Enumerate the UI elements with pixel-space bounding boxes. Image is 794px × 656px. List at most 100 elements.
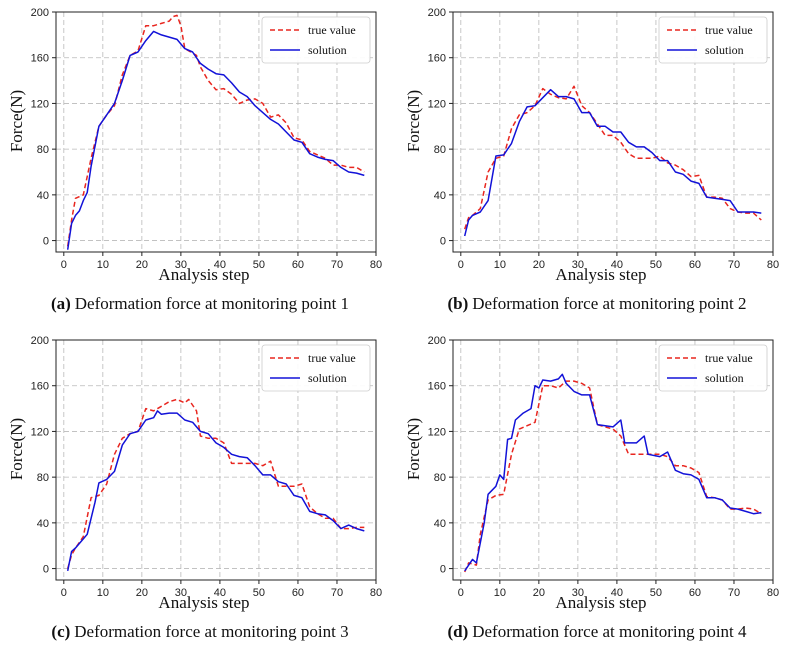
x-tick-label: 20: [136, 259, 148, 271]
y-tick-label: 0: [440, 236, 446, 248]
x-tick-label: 30: [572, 259, 584, 271]
x-tick-label: 0: [61, 587, 67, 599]
chart-c: 0 10 20 30 40 50 60 70 80 0 40 80 120 160 200 true val…: [7, 335, 382, 641]
y-tick-label: 160: [428, 53, 446, 65]
y-tick-label: 40: [434, 190, 446, 202]
series-lines: [463, 85, 762, 237]
chart-caption: (d) Deformation force at monitoring point…: [447, 622, 747, 641]
y-tick-label: 0: [440, 564, 446, 576]
x-tick-label: 10: [494, 587, 506, 599]
x-tick-label: 30: [572, 587, 584, 599]
x-tick-label: 80: [370, 587, 382, 599]
axes: 0 10 20 30 40 50 60 70 80 0 40 80 120 160 200: [428, 335, 779, 599]
chart-caption: (c) Deformation force at monitoring point…: [51, 622, 348, 641]
plot-frame: [452, 11, 774, 253]
series-line: [464, 380, 762, 573]
legend-label: true value: [705, 23, 753, 37]
x-axis-label: Analysis step: [555, 265, 646, 284]
legend-label: true value: [308, 23, 356, 37]
x-tick-label: 30: [175, 587, 187, 599]
x-axis-label: Analysis step: [555, 593, 646, 612]
legend-box: [658, 16, 768, 64]
y-tick-label: 80: [434, 144, 446, 156]
x-tick-label: 60: [292, 587, 304, 599]
y-tick-label: 200: [31, 7, 49, 19]
y-tick-label: 80: [434, 472, 446, 484]
legend: true value solution: [261, 344, 371, 392]
legend-label: solution: [705, 371, 744, 385]
chart-caption: (a) Deformation force at monitoring point…: [51, 294, 349, 313]
caption-text: Deformation force at monitoring point 1: [75, 294, 349, 313]
legend-box: [261, 16, 371, 64]
y-tick-label: 120: [31, 426, 49, 438]
legend: true value solution: [261, 16, 371, 64]
chart-panel-c: 0 10 20 30 40 50 60 70 80 0 40 80 120 160 200 true val…: [0, 328, 397, 656]
chart-b: 0 10 20 30 40 50 60 70 80 0 40 80 120 160 200 true val…: [404, 7, 779, 313]
caption-letter: (b): [447, 294, 468, 313]
series-line: [464, 373, 762, 572]
legend: true value solution: [658, 16, 768, 64]
x-tick-label: 70: [728, 587, 740, 599]
legend-label: true value: [705, 351, 753, 365]
axes: 0 10 20 30 40 50 60 70 80 0 40 80 120 160 200: [428, 7, 779, 271]
x-tick-label: 50: [650, 587, 662, 599]
series-line: [66, 398, 365, 569]
y-tick-label: 40: [37, 518, 49, 530]
chart-panel-d: 0 10 20 30 40 50 60 70 80 0 40 80 120 160 200 true val…: [397, 328, 794, 656]
legend-box: [658, 344, 768, 392]
chart-panel-b: 0 10 20 30 40 50 60 70 80 0 40 80 120 160 200 true val…: [397, 0, 794, 328]
series-lines: [464, 373, 762, 573]
legend-label: solution: [705, 43, 744, 57]
x-axis-label: Analysis step: [158, 593, 249, 612]
series-line: [463, 85, 762, 230]
y-axis-label: Force(N): [404, 90, 423, 152]
y-axis-label: Force(N): [7, 90, 26, 152]
x-tick-label: 40: [214, 587, 226, 599]
chart-caption: (b) Deformation force at monitoring point…: [447, 294, 746, 313]
x-tick-label: 40: [611, 587, 623, 599]
x-tick-label: 30: [175, 259, 187, 271]
x-tick-label: 60: [292, 259, 304, 271]
caption-text: Deformation force at monitoring point 3: [74, 622, 348, 641]
plot-frame: [55, 11, 377, 253]
y-tick-label: 160: [31, 381, 49, 393]
y-tick-label: 160: [428, 381, 446, 393]
y-tick-label: 40: [37, 190, 49, 202]
legend: true value solution: [658, 344, 768, 392]
y-tick-label: 200: [428, 7, 446, 19]
axes: 0 10 20 30 40 50 60 70 80 0 40 80 120 160 200: [31, 7, 382, 271]
y-tick-label: 200: [428, 335, 446, 347]
y-tick-label: 120: [428, 426, 446, 438]
x-tick-label: 40: [611, 259, 623, 271]
x-tick-label: 80: [767, 259, 779, 271]
x-tick-label: 80: [767, 587, 779, 599]
x-tick-label: 80: [370, 259, 382, 271]
legend-label: true value: [308, 351, 356, 365]
x-tick-label: 0: [458, 259, 464, 271]
y-tick-label: 80: [37, 472, 49, 484]
y-axis-label: Force(N): [404, 418, 423, 480]
x-tick-label: 40: [214, 259, 226, 271]
series-line: [66, 30, 365, 250]
chart-panel-a: 0 10 20 30 40 50 60 70 80 0 40 80 120 160 200 true val…: [0, 0, 397, 328]
y-tick-label: 120: [428, 98, 446, 110]
x-tick-label: 70: [331, 259, 343, 271]
x-tick-label: 20: [533, 587, 545, 599]
y-tick-label: 80: [37, 144, 49, 156]
y-tick-label: 0: [43, 564, 49, 576]
x-tick-label: 60: [689, 259, 701, 271]
y-tick-label: 200: [31, 335, 49, 347]
legend-box: [261, 344, 371, 392]
y-axis-label: Force(N): [7, 418, 26, 480]
x-tick-label: 60: [689, 587, 701, 599]
x-tick-label: 10: [97, 259, 109, 271]
x-tick-label: 50: [253, 587, 265, 599]
chart-a: 0 10 20 30 40 50 60 70 80 0 40 80 120 160 200 true val…: [7, 7, 382, 313]
series-lines: [66, 398, 365, 572]
legend-label: solution: [308, 43, 347, 57]
series-lines: [66, 14, 365, 250]
caption-letter: (a): [51, 294, 71, 313]
y-tick-label: 0: [43, 236, 49, 248]
caption-letter: (d): [447, 622, 468, 641]
caption-letter: (c): [51, 622, 70, 641]
